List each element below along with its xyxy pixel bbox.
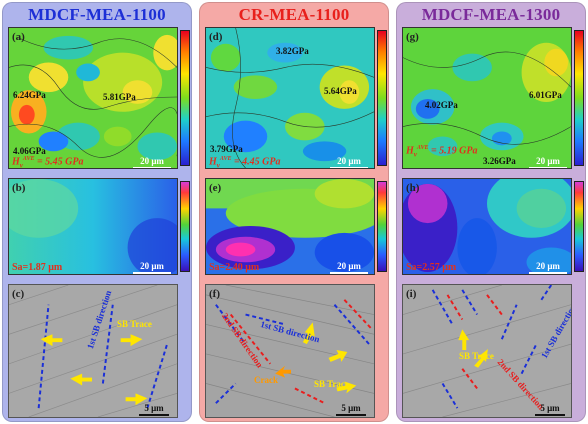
hardness-annotation: 5.64GPa — [324, 86, 357, 96]
hardness-annotation: 3.79GPa — [210, 144, 243, 154]
roughness-value: Sa=1.87 μm — [12, 262, 63, 273]
hardness-map-g: (g) 4.02GPa 6.01GPa 3.26GPa HvAVE = 5.19… — [402, 27, 572, 169]
hardness-map-image — [9, 28, 177, 168]
scale-bar: 20 μm — [330, 261, 368, 274]
column-mdcf-mea-1300: MDCF-MEA-1300 (g) 4.02GPa 6.01GPa 3.26GP… — [396, 2, 586, 422]
hardness-annotation: 3.26GPa — [483, 156, 516, 166]
roughness-map-h: (h) Sa=2.57 μm 20 μm — [402, 178, 572, 275]
panel-label: (f) — [209, 288, 220, 300]
hardness-map-image — [206, 28, 374, 168]
hardness-map-image — [403, 28, 571, 168]
average-hardness-label: HvAVE = 5.19 GPa — [406, 145, 478, 159]
column-mdcf-mea-1100: MDCF-MEA-1100 (a) 6.24GPa 5.81GPa 4.06GP… — [2, 2, 192, 422]
sb-trace-label: SB Trace — [117, 319, 152, 329]
column-title: MDCF-MEA-1300 — [421, 5, 561, 24]
scale-bar: 20 μm — [529, 261, 567, 274]
sem-micrograph — [9, 285, 177, 417]
panel-label: (b) — [12, 182, 26, 194]
roughness-value: Sa=2.40 μm — [209, 262, 260, 273]
panel-label: (e) — [209, 182, 222, 194]
hardness-annotation: 6.01GPa — [529, 90, 562, 100]
panel-label: (d) — [209, 31, 223, 43]
hardness-colorbar — [574, 30, 584, 166]
average-hardness-label: HvAVE = 4.45 GPa — [209, 156, 281, 169]
hardness-annotation: 3.82GPa — [276, 46, 309, 56]
sb-trace-label: SB Trace — [314, 379, 349, 389]
scale-bar: 20 μm — [133, 156, 171, 168]
roughness-colorbar — [574, 181, 584, 272]
sem-micrograph — [403, 285, 571, 417]
sem-image-f: (f) 1st SB direction 2nd SB direction Cr… — [205, 284, 375, 418]
panel-label: (g) — [406, 31, 419, 43]
scale-bar: 5 μm — [139, 403, 169, 416]
panel-label: (i) — [406, 288, 417, 300]
roughness-map-image — [403, 179, 571, 274]
roughness-map-image — [206, 179, 374, 274]
scale-bar: 20 μm — [133, 261, 171, 274]
crack-label: Crack — [254, 375, 278, 385]
hardness-annotation: 6.24GPa — [13, 90, 46, 100]
hardness-colorbar — [180, 30, 190, 166]
scale-bar: 5 μm — [535, 403, 565, 416]
column-title: CR-MEA-1100 — [238, 5, 350, 24]
hardness-colorbar — [377, 30, 387, 166]
scale-bar: 5 μm — [336, 403, 366, 416]
hardness-annotation: 4.06GPa — [13, 146, 46, 156]
hardness-annotation: 4.02GPa — [425, 100, 458, 110]
roughness-value: Sa=2.57 μm — [406, 262, 457, 273]
roughness-map-e: (e) Sa=2.40 μm 20 μm — [205, 178, 375, 275]
roughness-colorbar — [180, 181, 190, 272]
panel-label: (h) — [406, 182, 420, 194]
panel-label: (c) — [12, 288, 25, 300]
sb-trace-label: SB Trace — [459, 351, 494, 361]
sem-image-c: (c) SB Trace 1st SB direction 5 μm — [8, 284, 178, 418]
scale-bar: 20 μm — [330, 156, 368, 168]
column-title: MDCF-MEA-1100 — [28, 5, 166, 24]
hardness-annotation: 5.81GPa — [103, 92, 136, 102]
sem-micrograph — [206, 285, 374, 417]
roughness-map-b: (b) Sa=1.87 μm 20 μm — [8, 178, 178, 275]
scale-bar: 20 μm — [529, 156, 567, 168]
hardness-map-a: (a) 6.24GPa 5.81GPa 4.06GPa HvAVE = 5.45… — [8, 27, 178, 169]
roughness-colorbar — [377, 181, 387, 272]
sem-image-i: (i) SB Trace 1st SB direction 2nd SB dir… — [402, 284, 572, 418]
panel-label: (a) — [12, 31, 25, 43]
average-hardness-label: HvAVE = 5.45 GPa — [12, 156, 84, 169]
column-cr-mea-1100: CR-MEA-1100 (d) 3.82GPa 5.64GPa 3.79GPa … — [199, 2, 389, 422]
hardness-map-d: (d) 3.82GPa 5.64GPa 3.79GPa HvAVE = 4.45… — [205, 27, 375, 169]
roughness-map-image — [9, 179, 177, 274]
